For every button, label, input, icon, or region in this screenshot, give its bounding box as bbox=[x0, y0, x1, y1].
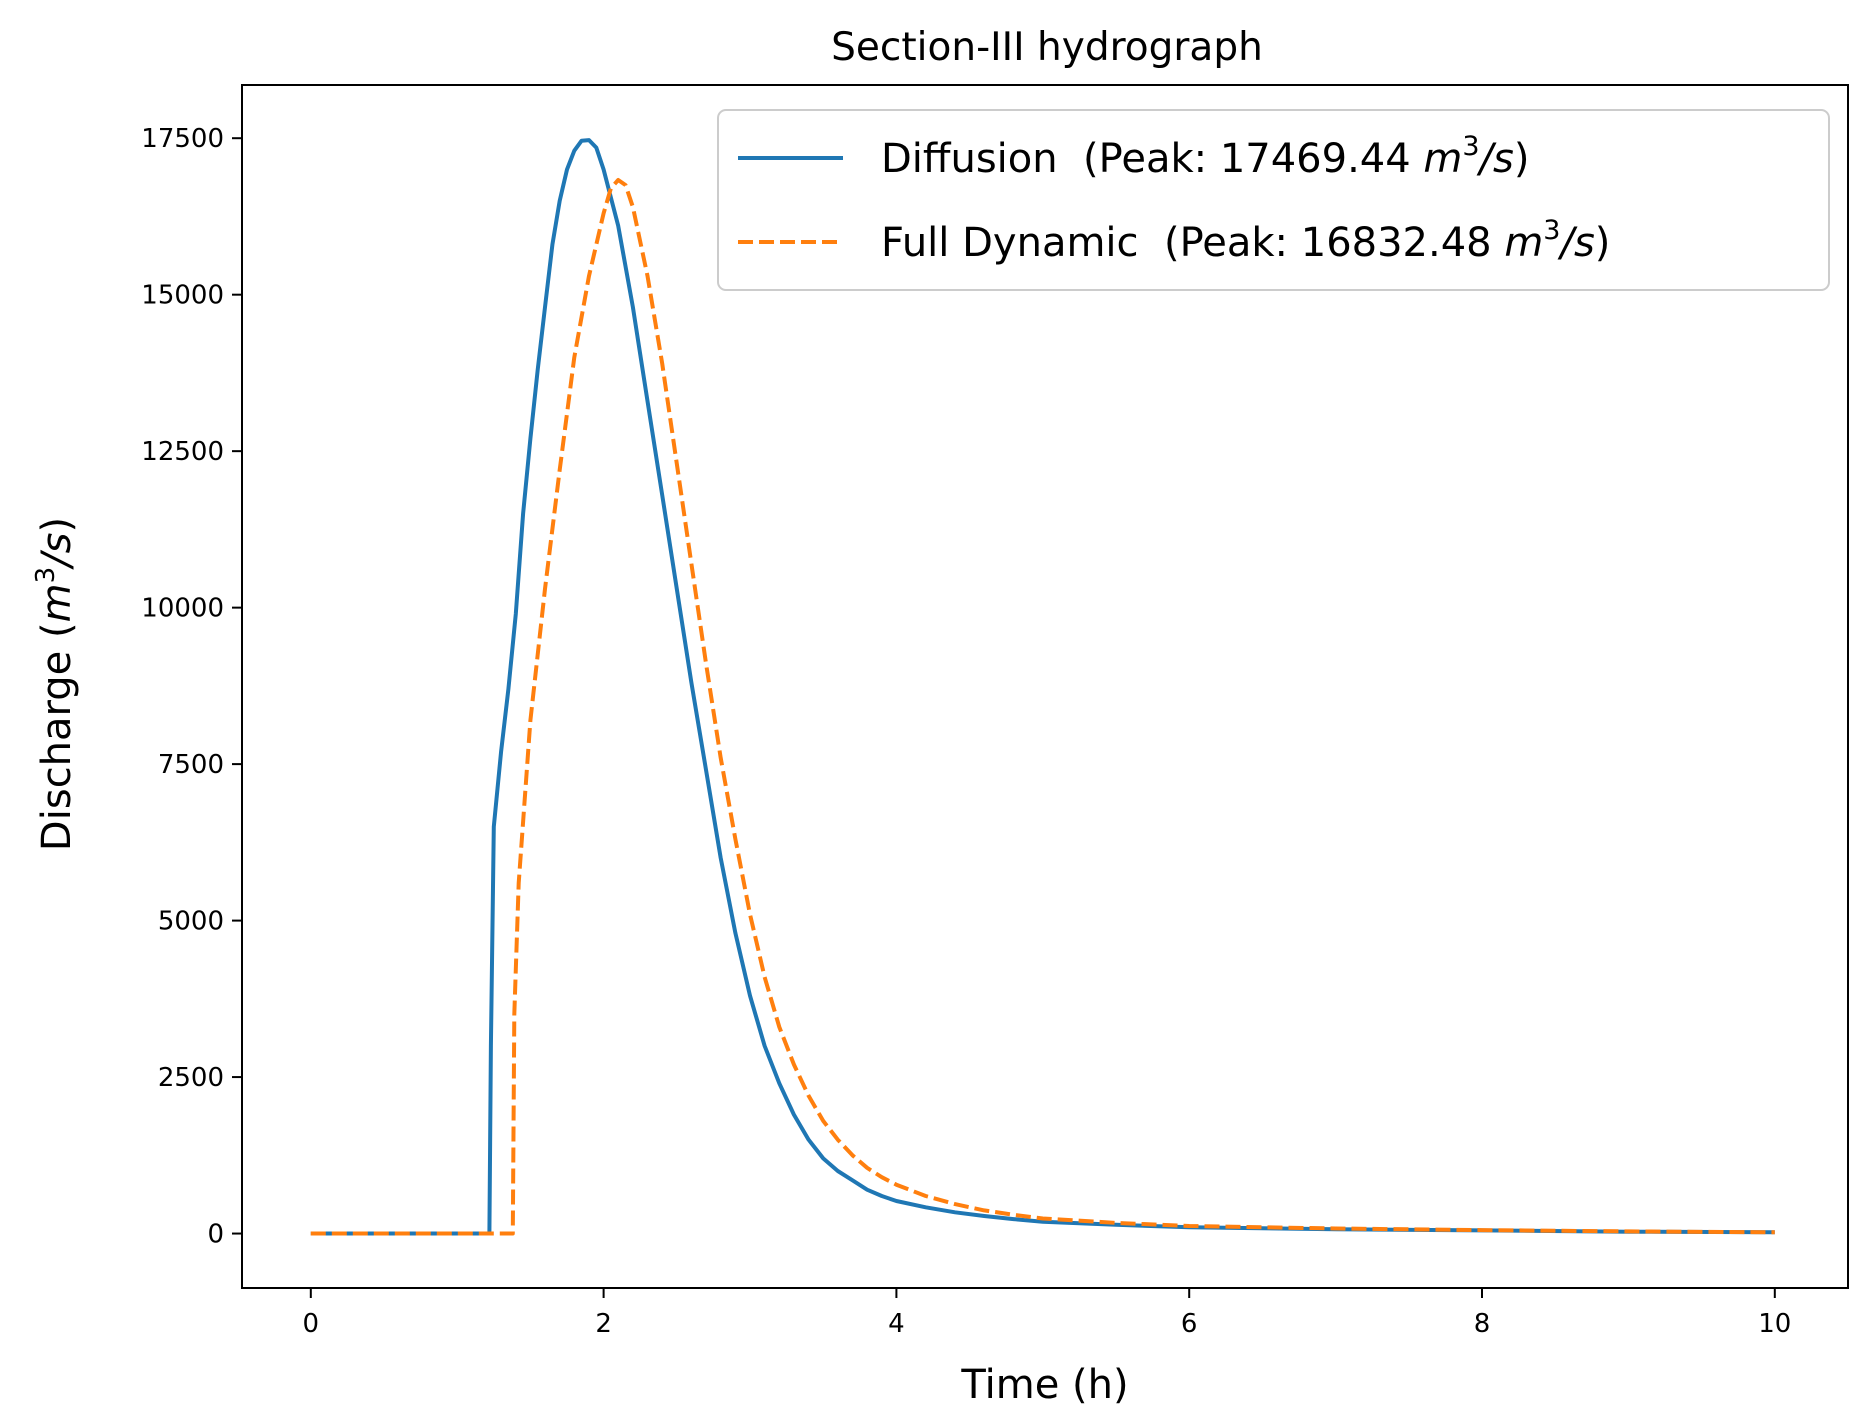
legend-entry-full-dynamic-unit-m: m bbox=[1504, 220, 1543, 266]
legend-entry-diffusion-unit-s: /s bbox=[1477, 136, 1514, 182]
y-tick-label-17500: 17500 bbox=[141, 124, 224, 154]
legend-entry-diffusion-unit-m: m bbox=[1423, 136, 1462, 182]
y-tick-label-10000: 10000 bbox=[141, 594, 224, 624]
x-tick-label-2: 2 bbox=[595, 1309, 612, 1339]
legend-entry-full-dynamic-unit-exp: 3 bbox=[1543, 215, 1560, 246]
y-axis-label-unit-s: /s bbox=[34, 533, 80, 570]
y-axis-label-unit-exp: 3 bbox=[31, 567, 61, 584]
series-line-full-dynamic bbox=[310, 178, 1775, 1236]
y-axis-label-unit-m: m bbox=[34, 583, 80, 622]
y-tick-label-5000: 5000 bbox=[158, 907, 224, 937]
x-axis-label: Time (h) bbox=[960, 1362, 1128, 1408]
legend-entry-diffusion-name: Diffusion bbox=[881, 136, 1058, 182]
legend-box bbox=[717, 109, 1830, 291]
plot-frame bbox=[241, 84, 1849, 1289]
plot-lines bbox=[310, 138, 1775, 1236]
legend: Diffusion (Peak: 17469.44 m3/s) Full Dyn… bbox=[717, 109, 1830, 291]
y-axis-label: Discharge (m3/s) bbox=[31, 517, 80, 851]
y-axis-label-prefix: Discharge ( bbox=[34, 622, 80, 851]
chart-title: Section-III hydrograph bbox=[831, 25, 1263, 70]
legend-entry-diffusion: Diffusion (Peak: 17469.44 m3/s) bbox=[881, 131, 1529, 182]
x-tick-label-10: 10 bbox=[1758, 1309, 1791, 1339]
x-tick-label-8: 8 bbox=[1474, 1309, 1491, 1339]
x-tick-label-4: 4 bbox=[888, 1309, 905, 1339]
y-tick-label-7500: 7500 bbox=[158, 750, 224, 780]
x-tick-label-6: 6 bbox=[1181, 1309, 1198, 1339]
legend-entry-full-dynamic: Full Dynamic (Peak: 16832.48 m3/s) bbox=[881, 215, 1610, 266]
legend-entry-diffusion-peak: (Peak: 17469.44 bbox=[1058, 136, 1424, 182]
legend-entry-diffusion-close: ) bbox=[1514, 136, 1530, 182]
legend-entry-full-dynamic-close: ) bbox=[1595, 220, 1611, 266]
y-axis-label-suffix: ) bbox=[34, 517, 80, 533]
y-tick-label-12500: 12500 bbox=[141, 437, 224, 467]
legend-entry-full-dynamic-unit-s: /s bbox=[1557, 220, 1594, 266]
axis-ticks: 0 2 4 6 8 10 0 2500 5000 7500 10000 12500 15000 17500 bbox=[141, 124, 1791, 1339]
y-tick-label-15000: 15000 bbox=[141, 281, 224, 311]
series-line-diffusion bbox=[310, 138, 1775, 1236]
y-tick-label-0: 0 bbox=[207, 1220, 224, 1250]
legend-entry-full-dynamic-peak: (Peak: 16832.48 bbox=[1139, 220, 1505, 266]
y-tick-label-2500: 2500 bbox=[158, 1063, 224, 1093]
x-tick-label-0: 0 bbox=[303, 1309, 320, 1339]
legend-entry-full-dynamic-name: Full Dynamic bbox=[881, 220, 1139, 266]
legend-entry-diffusion-unit-exp: 3 bbox=[1462, 131, 1479, 162]
